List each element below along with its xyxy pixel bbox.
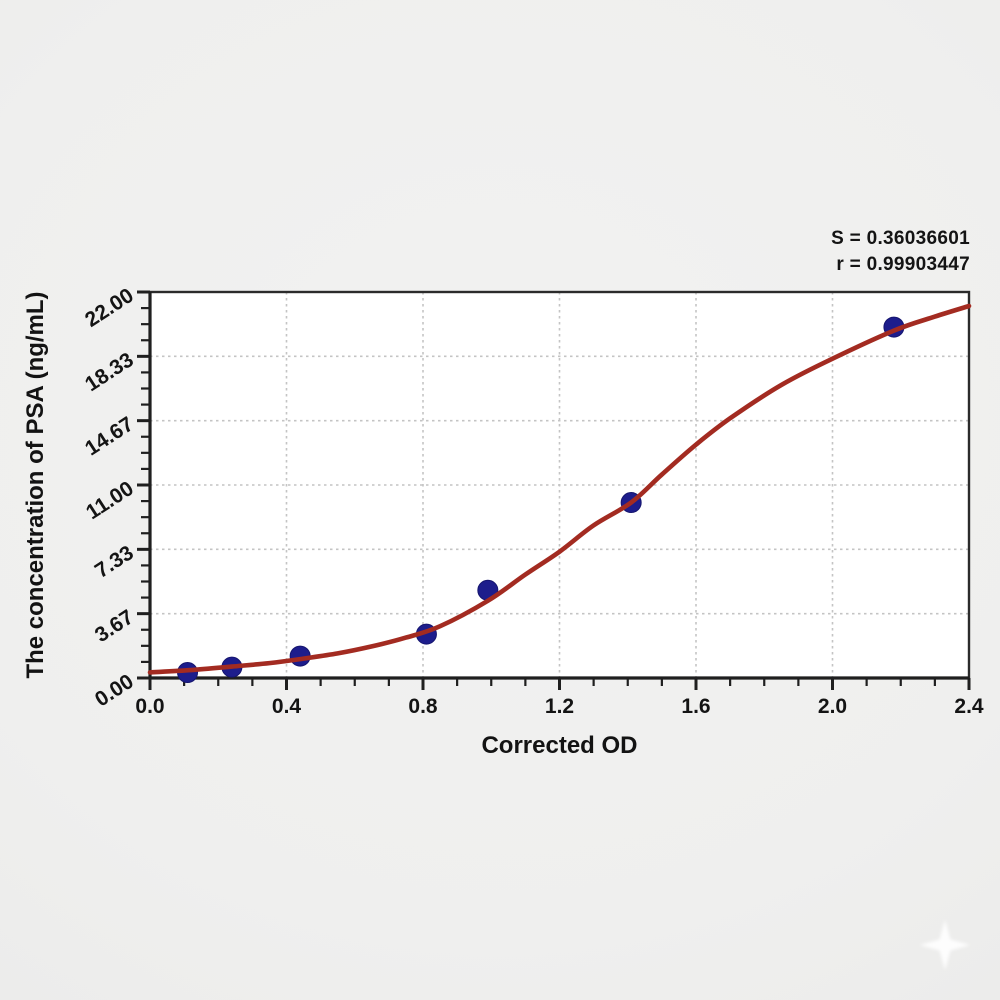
x-tick-label: 1.2 [545, 695, 574, 718]
x-tick-label: 1.6 [681, 695, 710, 718]
y-tick-label: 22.00 [81, 284, 138, 332]
fit-statistic-r: r = 0.99903447 [836, 254, 970, 275]
y-tick-label: 3.67 [91, 606, 138, 648]
x-tick-label: 0.0 [135, 695, 164, 718]
sparkle-star-shape [920, 920, 970, 970]
fit-curve [147, 303, 972, 675]
y-axis-title: The concentration of PSA (ng/mL) [22, 291, 49, 679]
y-tick-label: 14.67 [81, 413, 138, 461]
sparkle-watermark-icon [920, 920, 970, 970]
y-tick-label: 11.00 [82, 477, 138, 524]
x-tick-label: 2.4 [954, 695, 984, 718]
fit-statistics: S = 0.36036601 r = 0.99903447 [831, 226, 970, 278]
x-axis-title: Corrected OD [481, 732, 638, 759]
x-tick-label: 0.4 [272, 695, 302, 718]
x-tick-label: 2.0 [818, 695, 847, 718]
y-tick-label: 0.00 [91, 670, 138, 712]
x-tick-label: 0.8 [408, 695, 438, 718]
y-tick-label: 18.33 [81, 348, 138, 396]
fit-statistic-s: S = 0.36036601 [831, 228, 970, 249]
y-tick-label: 7.33 [91, 541, 138, 583]
